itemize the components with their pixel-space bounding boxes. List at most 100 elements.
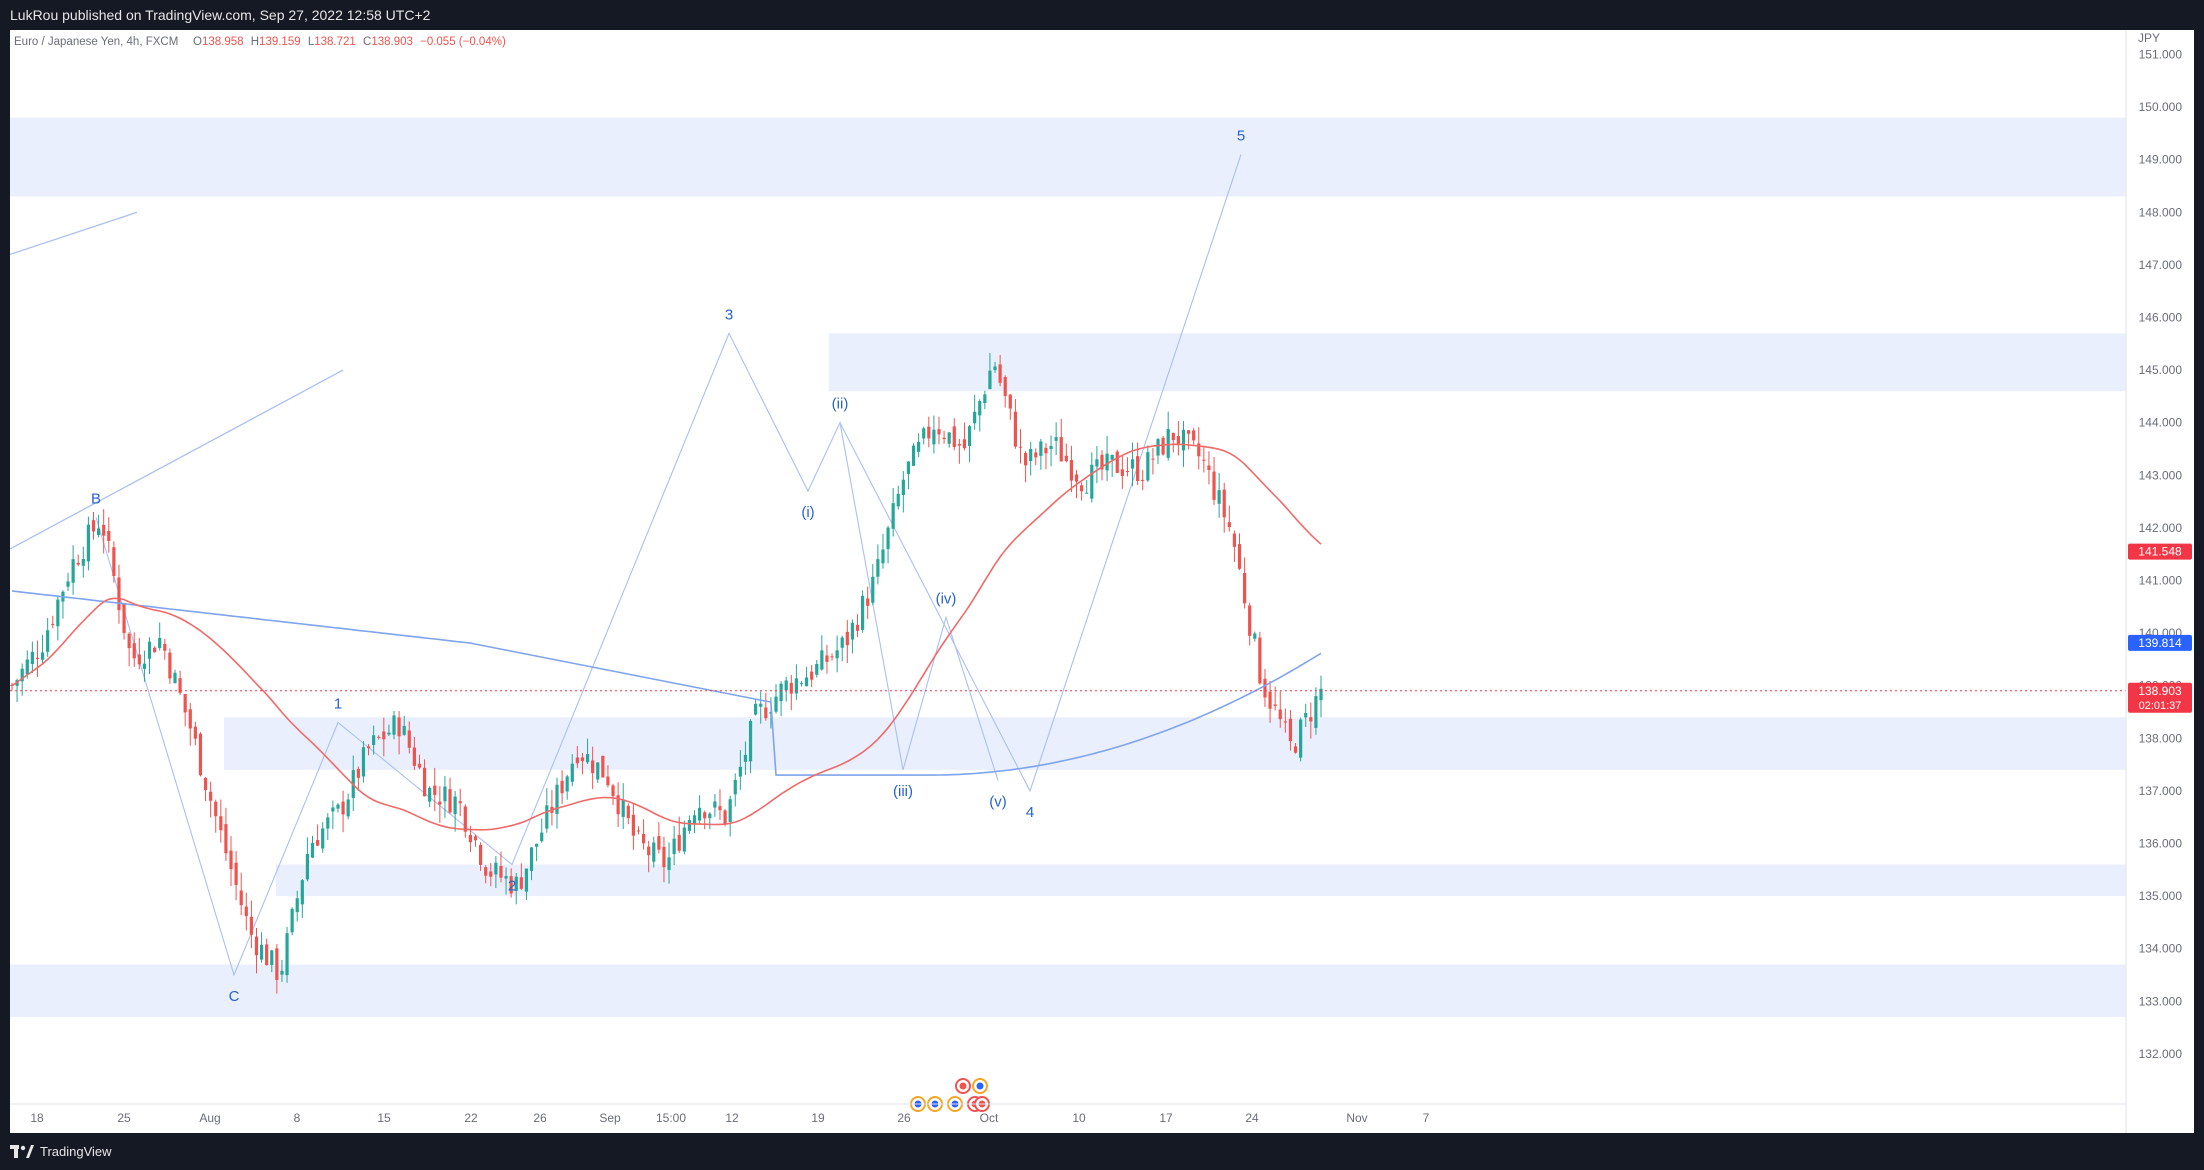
candle-body [86, 524, 91, 562]
candle-body [1309, 717, 1313, 722]
candle-body [397, 717, 401, 737]
price-tick: 150.000 [2139, 100, 2183, 114]
candle-body [1059, 437, 1063, 462]
candle-body [489, 871, 493, 877]
wave-label: (ii) [832, 396, 849, 413]
zone-0 [10, 117, 2126, 197]
candle-body [692, 815, 697, 825]
price-tick: 151.000 [2139, 48, 2183, 62]
candle-body [1166, 428, 1170, 458]
price-tick: 135.000 [2139, 889, 2183, 903]
candle-body [652, 842, 656, 862]
candle-body [259, 944, 264, 960]
candle-body [733, 779, 737, 795]
candle-body [636, 830, 641, 832]
zone-3 [276, 864, 2126, 897]
candle-body [993, 366, 997, 371]
candle-body [316, 840, 320, 846]
candle-body [40, 652, 45, 660]
candle-body [1105, 453, 1109, 471]
candle-body [1293, 746, 1298, 753]
price-tick: 145.000 [2139, 363, 2183, 377]
candle-body [417, 763, 422, 768]
tradingview-logo[interactable]: TradingView [10, 1144, 112, 1159]
candle-body [850, 622, 855, 640]
candle-body [473, 836, 478, 841]
publish-info: LukRou published on TradingView.com, Sep… [10, 7, 431, 23]
candle-body [443, 786, 447, 802]
price-tick: 132.000 [2139, 1047, 2183, 1061]
candlestick-series [10, 352, 1323, 994]
candle-body [1319, 688, 1323, 701]
candle-body [978, 401, 982, 416]
candle-body [46, 630, 50, 652]
candle-body [188, 709, 192, 729]
candle-body [300, 880, 304, 905]
legend-close: 138.903 [371, 36, 413, 48]
candle-body [1181, 429, 1186, 451]
price-scale[interactable]: 151.000 150.000 149.000 148.000 147.000 146.0… [2139, 48, 2183, 1061]
candle-body [249, 916, 253, 935]
candle-body [540, 832, 544, 842]
tradingview-wordmark: TradingView [40, 1144, 112, 1159]
candle-body [560, 780, 564, 794]
candle-body [1263, 678, 1267, 698]
time-tick: 15:00 [656, 1111, 686, 1125]
candle-body [774, 696, 778, 712]
candle-body [1212, 471, 1216, 500]
candle-body [463, 806, 467, 832]
candle-body [927, 426, 931, 439]
time-tick: Sep [599, 1111, 621, 1125]
candle-body [254, 936, 259, 956]
candle-body [917, 441, 921, 452]
supply-demand-zones [10, 117, 2126, 1018]
price-tick: 144.000 [2139, 416, 2183, 430]
candle-body [575, 757, 579, 764]
candle-body [855, 624, 860, 631]
candle-body [794, 678, 798, 694]
candle-body [117, 577, 121, 611]
candle-body [209, 791, 213, 801]
candle-body [35, 657, 40, 660]
moving-averages [11, 443, 1322, 831]
candle-body [1197, 443, 1201, 457]
candle-body [1248, 605, 1252, 636]
candle-body [66, 581, 70, 587]
candle-body [1258, 637, 1262, 684]
time-tick: Nov [1346, 1111, 1367, 1125]
candle-body [1120, 469, 1124, 476]
candle-body [621, 799, 625, 817]
price-tick: 142.000 [2139, 521, 2183, 535]
chart-frame[interactable]: B C 1 2 3 (i) (ii) (iii) (iv) (v) 4 5 Euro / Japane… [9, 30, 2194, 1133]
candle-body [820, 650, 824, 670]
candle-body [952, 426, 956, 448]
legend-high: 139.159 [259, 36, 301, 48]
candle-body [51, 623, 55, 625]
candle-body [922, 428, 926, 439]
legend-open-label: O [193, 36, 202, 48]
price-badge-bg [2128, 682, 2192, 713]
candle-body [947, 432, 951, 444]
candle-body [1023, 452, 1028, 466]
candle-body [937, 429, 941, 435]
candle-body [1146, 452, 1150, 481]
candle-body [840, 637, 844, 648]
candle-body [1110, 454, 1114, 460]
candle-body [957, 444, 961, 446]
candle-body [759, 703, 763, 707]
candle-body [142, 663, 147, 669]
wave-label: (iii) [893, 783, 913, 800]
legend-symbol: Euro / Japanese Yen, 4h, FXCM [14, 36, 178, 48]
time-scale[interactable]: 18 25 Aug 8 15 22 26 Sep 15:00 12 19 26 Oct 10 17 24 Nov… [30, 1111, 1429, 1125]
candle-body [484, 867, 488, 876]
candle-body [1008, 394, 1012, 409]
tradingview-mark-icon [10, 1145, 34, 1158]
candle-body [591, 760, 595, 774]
trend-line-top [9, 211, 138, 255]
candle-body [1080, 485, 1084, 492]
wave-path [95, 331, 999, 977]
candle-body [71, 559, 75, 583]
time-tick: 10 [1072, 1111, 1086, 1125]
candle-body [647, 846, 651, 856]
